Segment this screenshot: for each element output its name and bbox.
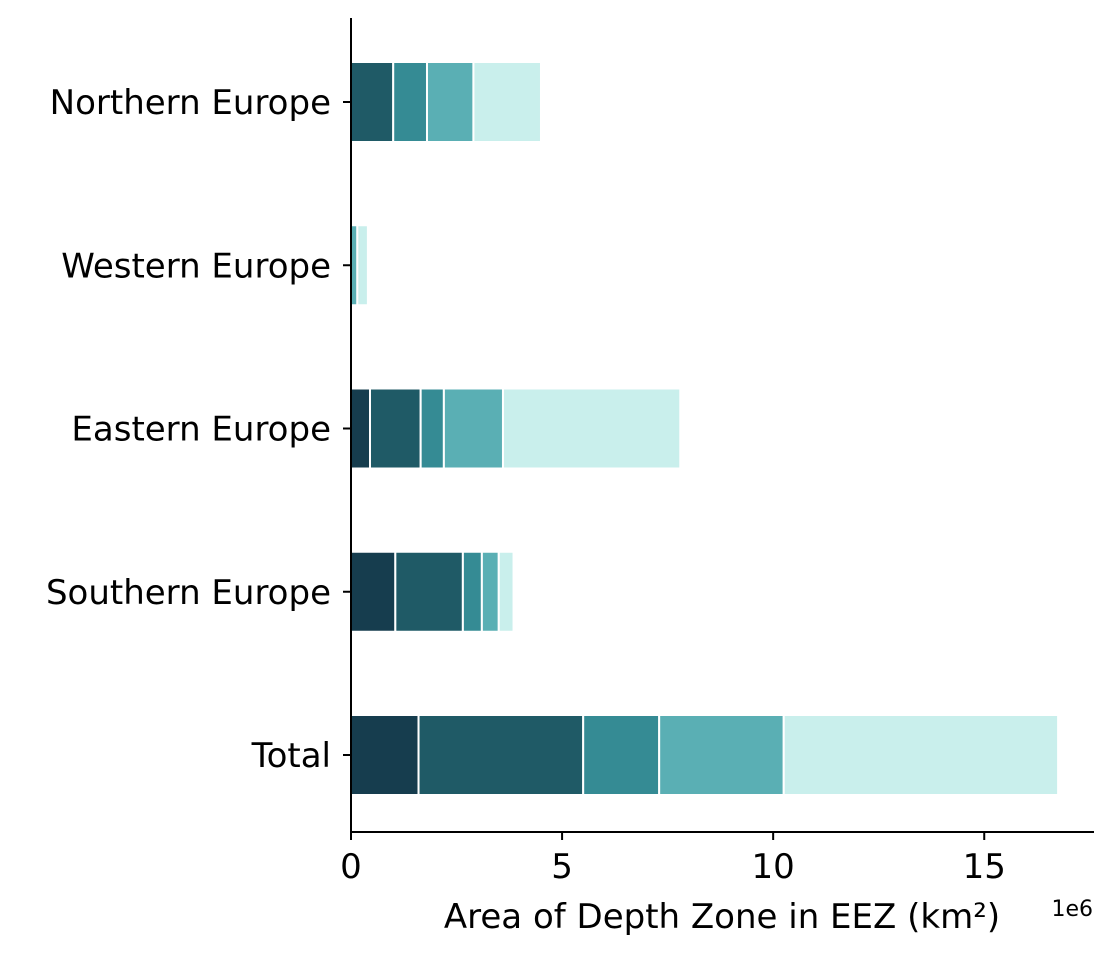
bars-group [350,61,1060,796]
y-tick-label: Southern Europe [46,573,331,613]
x-axis-label: Area of Depth Zone in EEZ (km²) [444,897,1000,937]
x-tick-label: 5 [551,847,573,887]
y-tick-label: Eastern Europe [71,410,331,450]
bar-segment [582,714,661,796]
bar-segment [782,714,1060,796]
y-tick-label: Northern Europe [50,83,331,123]
bar-segment [417,714,585,796]
bar-segment [658,714,785,796]
x-tick-label: 10 [752,847,795,887]
y-tick-label: Total [251,736,331,776]
bar-segment [350,714,420,796]
bar-segment [368,387,422,470]
x-tick-label: 0 [340,847,362,887]
bar-segment [394,550,464,633]
x-tick-label: 15 [963,847,1006,887]
bar-segment [350,61,395,143]
bar-segment [425,61,475,143]
bar-segment [419,387,445,470]
y-tick-label: Western Europe [61,246,331,286]
bar-segment [356,224,369,307]
bar-segment [442,387,504,470]
bar-segment [472,61,542,143]
bar-segment [461,550,483,633]
x-axis-ticks: 0 5 10 15 [340,832,1006,887]
bar-segment [392,61,428,143]
y-axis-ticks: Northern Europe Western Europe Eastern Eur… [46,83,351,776]
bar-segment [350,550,397,633]
bar-segment [497,550,515,633]
bar-segment [501,387,682,470]
bar-segment [480,550,500,633]
x-axis-offset-label: 1e6 [1051,897,1093,922]
bar-segment [350,387,371,470]
